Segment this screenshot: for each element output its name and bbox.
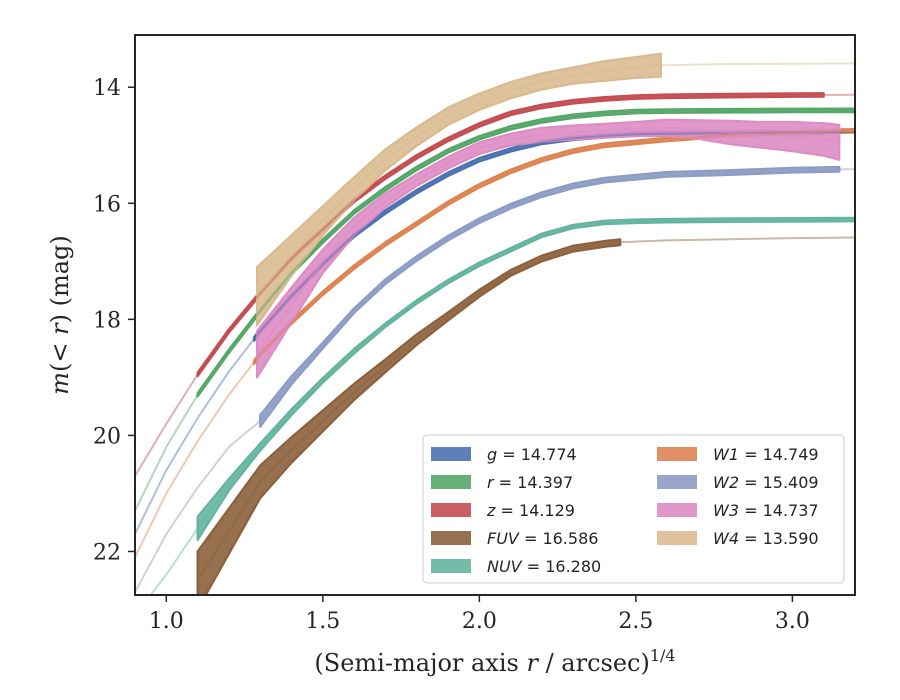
series-w2-faint-line (135, 168, 855, 593)
legend-label-r: r = 14.397 (487, 473, 573, 492)
series-fuv-band (196, 238, 622, 595)
legend-swatch-g (431, 447, 471, 461)
y-tick-label: 14 (93, 76, 121, 101)
legend-swatch-fuv (431, 531, 471, 545)
x-axis-ticks: 1.0 1.5 2.0 2.5 3.0 (149, 595, 810, 634)
plot-frame (134, 34, 856, 596)
legend-label-nuv: NUV = 16.280 (487, 557, 601, 576)
legend-label-w2: W2 = 15.409 (713, 473, 819, 492)
series-r-faint-line (135, 109, 855, 512)
y-tick-label: 18 (93, 308, 121, 333)
series-lines (135, 62, 855, 595)
legend-label-w3: W3 = 14.737 (713, 501, 819, 520)
x-tick-label: 3.0 (775, 609, 810, 634)
legend-swatch-w4 (657, 531, 697, 545)
series-fuv-faint-line (196, 236, 855, 582)
y-axis-label: m(< r) (mag) (46, 235, 74, 395)
y-tick-label: 20 (93, 424, 121, 449)
series-w1-band (252, 127, 855, 366)
x-tick-label: 1.0 (149, 609, 184, 634)
series-bands (196, 52, 855, 595)
legend-swatch-z (431, 503, 471, 517)
legend-swatch-r (431, 475, 471, 489)
legend-box (422, 434, 845, 584)
x-tick-label: 2.5 (618, 609, 653, 634)
legend-label-fuv: FUV = 16.586 (487, 529, 598, 548)
y-axis-ticks: 14 16 18 20 22 (93, 76, 135, 565)
series-z-band (196, 92, 825, 378)
x-axis-label: (Semi-major axis r / arcsec)1/4 (314, 646, 675, 677)
series-nuv-band (196, 216, 855, 542)
legend-label-g: g = 14.774 (487, 445, 577, 464)
legend-swatch-w1 (657, 447, 697, 461)
series-w4-faint-line (256, 62, 855, 297)
series-g-faint-line (135, 131, 855, 535)
legend-label-w1: W1 = 14.749 (713, 445, 819, 464)
legend-swatch-w2 (657, 475, 697, 489)
x-tick-label: 1.5 (305, 609, 340, 634)
series-w4-band (256, 52, 663, 327)
legend-swatch-w3 (657, 503, 697, 517)
x-tick-label: 2.0 (462, 609, 497, 634)
legend: g = 14.774 r = 14.397 z = 14.129 FUV = 16.5… (422, 434, 845, 584)
legend-swatch-nuv (431, 559, 471, 573)
y-tick-label: 22 (93, 540, 121, 565)
series-w1-faint-line (135, 129, 855, 558)
legend-label-w4: W4 = 13.590 (713, 529, 819, 548)
series-nuv-faint-line (149, 218, 855, 595)
series-w3-faint-line (256, 126, 840, 355)
series-z-faint-line (135, 93, 855, 477)
y-tick-label: 16 (93, 192, 121, 217)
series-r-band (196, 107, 855, 398)
series-w3-band (256, 118, 841, 379)
legend-label-z: z = 14.129 (486, 501, 575, 520)
series-w2-band (259, 165, 841, 428)
